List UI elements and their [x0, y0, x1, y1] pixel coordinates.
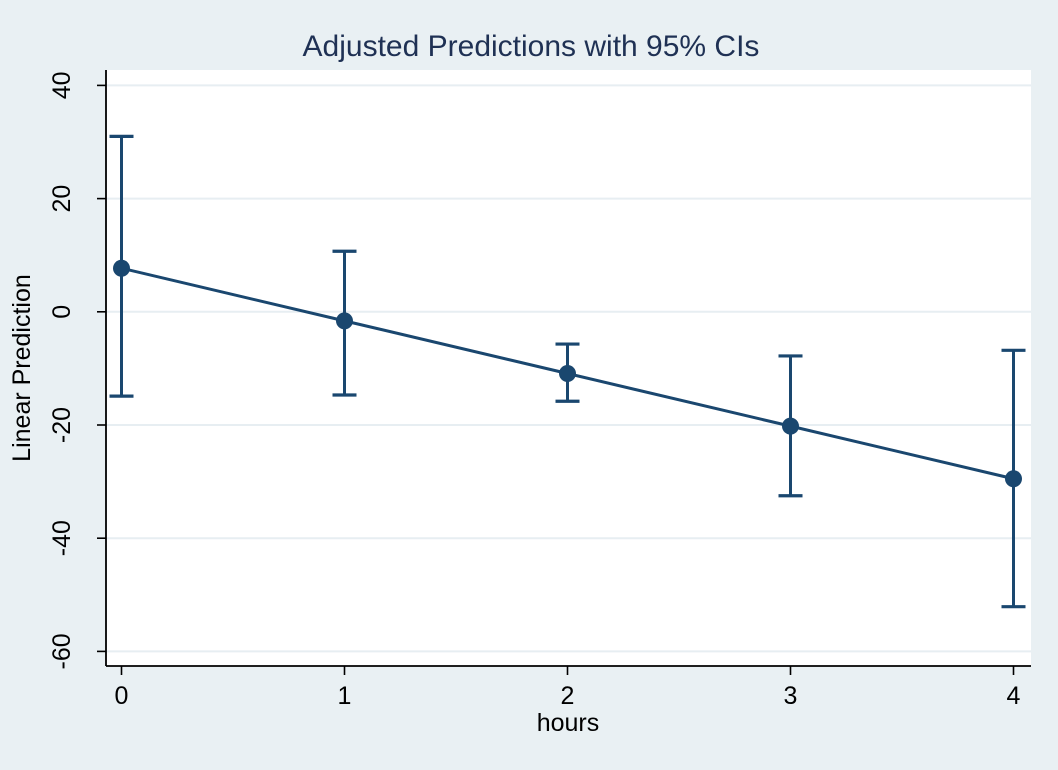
data-point-marker [559, 364, 576, 382]
gridlines [106, 84, 1031, 653]
x-tick-label: 2 [561, 682, 575, 710]
x-axis-title: hours [537, 709, 600, 737]
y-tick-label: 20 [48, 185, 76, 213]
data-point-marker [1005, 470, 1022, 488]
axes [105, 70, 1031, 667]
chart-title: Adjusted Predictions with 95% CIs [303, 30, 760, 63]
x-tick-label: 1 [338, 682, 352, 710]
tick-labels: 40 20 0 -20 -40 -60 0 1 2 3 4 [48, 71, 1021, 710]
data-series [109, 134, 1026, 609]
y-tick-label: -60 [48, 633, 76, 669]
data-point-marker [113, 259, 130, 277]
y-tick-label: 0 [48, 305, 76, 319]
x-tick-label: 0 [115, 682, 129, 710]
y-tick-label: 40 [48, 71, 76, 99]
x-tick-label: 3 [784, 682, 798, 710]
y-tick-label: -40 [48, 520, 76, 556]
y-axis-title: Linear Prediction [8, 274, 36, 462]
x-tick-label: 4 [1007, 682, 1021, 710]
tick-marks [97, 84, 1015, 675]
data-point-marker [782, 417, 799, 435]
data-point-marker [336, 312, 353, 330]
y-tick-label: -20 [48, 407, 76, 443]
